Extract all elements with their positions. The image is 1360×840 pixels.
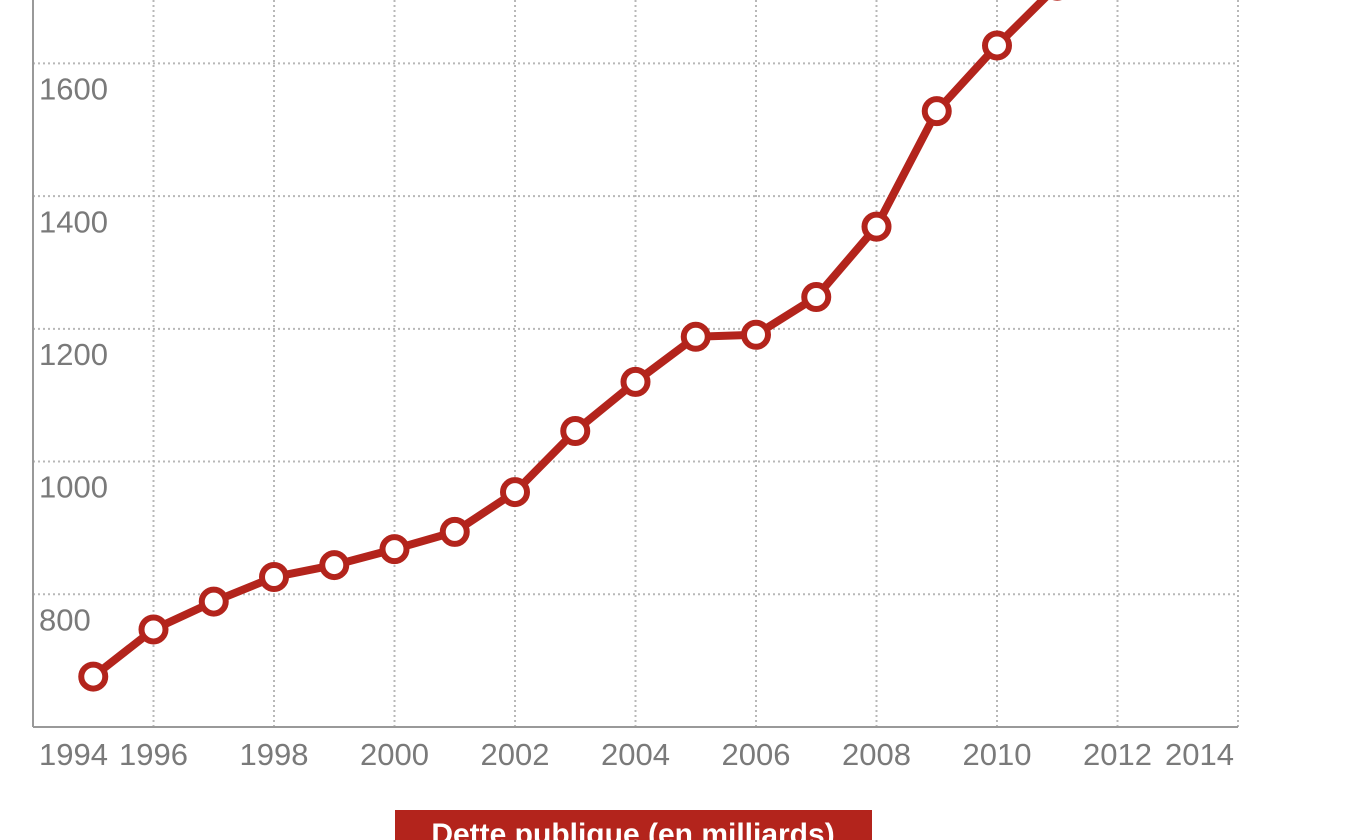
x-tick-label: 2008 xyxy=(842,737,911,772)
plot xyxy=(78,0,1062,692)
x-tick-label: 2002 xyxy=(481,737,550,772)
marker xyxy=(78,661,109,692)
y-tick-label: 1200 xyxy=(39,337,108,372)
grid xyxy=(32,0,1239,727)
legend-label: Dette publique (en milliards) xyxy=(431,818,834,840)
marker xyxy=(680,321,711,352)
marker xyxy=(379,534,410,565)
labels: 800 1000 1200 1400 1600 1994 1996 1998 2000 2002 2… xyxy=(39,72,1234,773)
x-tick-label: 1998 xyxy=(240,737,309,772)
x-tick-label: 2012 xyxy=(1083,737,1152,772)
marker xyxy=(982,30,1012,61)
marker xyxy=(861,211,892,242)
marker xyxy=(921,96,952,127)
x-tick-label: 2000 xyxy=(360,737,429,772)
marker xyxy=(560,416,591,447)
marker xyxy=(138,614,169,645)
y-tick-label: 1600 xyxy=(39,72,108,107)
marker xyxy=(439,516,470,547)
legend-box xyxy=(395,810,872,840)
x-tick-label: 1996 xyxy=(119,737,188,772)
marker xyxy=(741,319,771,350)
marker xyxy=(620,366,651,397)
x-tick-label: 2014 xyxy=(1165,737,1234,772)
line xyxy=(90,0,1049,680)
y-tick-label: 1000 xyxy=(39,470,108,505)
x-tick-label: 2004 xyxy=(601,737,670,772)
y-tick-label: 1400 xyxy=(39,204,108,239)
marker xyxy=(198,586,229,617)
marker xyxy=(319,550,350,581)
x-tick-label: 1994 xyxy=(39,737,108,772)
marker xyxy=(259,562,289,593)
x-tick-label: 2010 xyxy=(963,737,1032,772)
y-tick-label: 800 xyxy=(39,602,91,637)
x-tick-label: 2006 xyxy=(722,737,791,772)
marker xyxy=(801,281,832,312)
marker xyxy=(500,477,530,508)
